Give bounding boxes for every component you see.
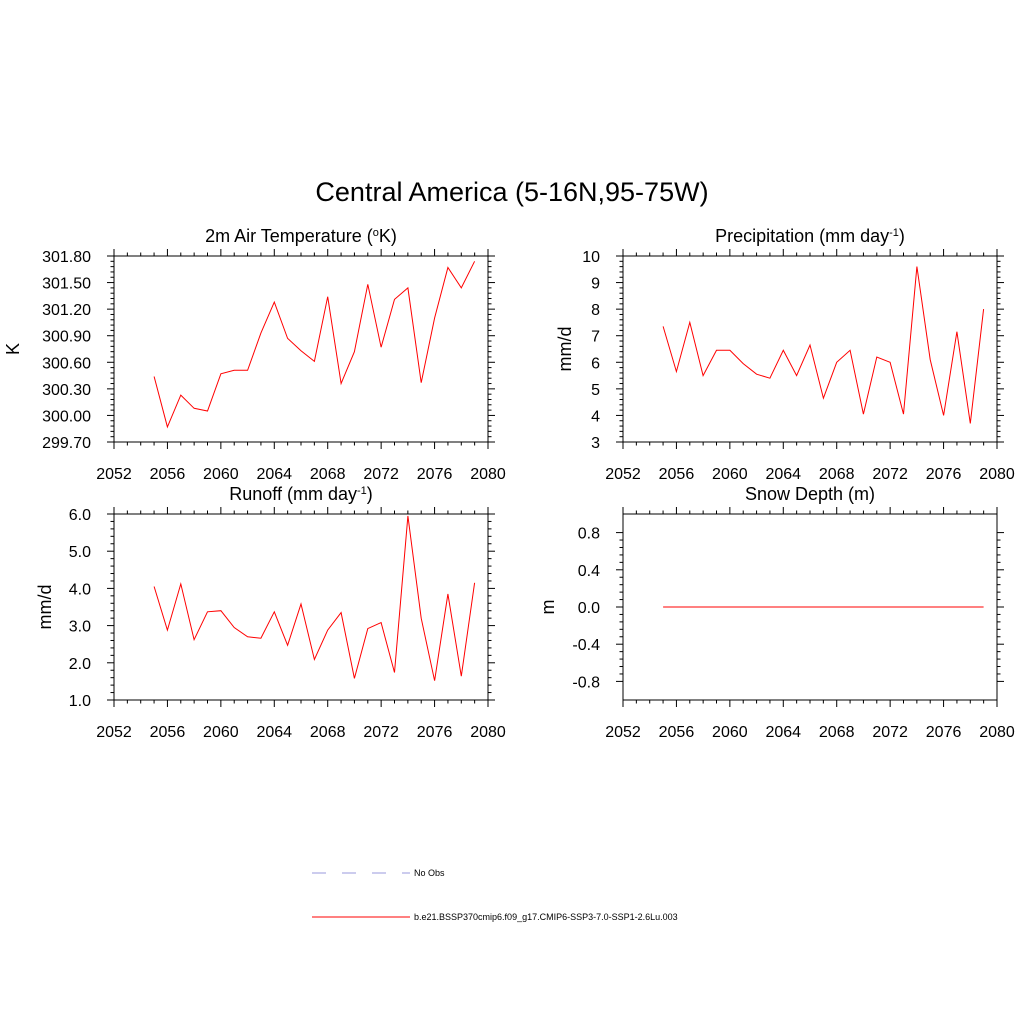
panel-title: 2m Air Temperature (oK) [205,226,397,246]
y-tick-label: 1.0 [69,693,91,710]
x-tick-label: 2056 [659,724,695,741]
legend-label-2: b.e21.BSSP370cmip6.f09_g17.CMIP6-SSP3-7.… [414,912,678,922]
series-line [662,266,985,424]
x-tick-label: 2076 [417,466,453,483]
y-tick-label: 0.4 [578,563,600,580]
x-tick-label: 2060 [712,724,748,741]
x-tick-label: 2076 [417,724,453,741]
x-tick-label: 2072 [872,466,908,483]
y-axis-label: mm/d [35,585,55,630]
x-tick-label: 2068 [819,724,855,741]
panel-title: Runoff (mm day-1) [229,484,373,504]
x-tick-label: 2052 [605,724,641,741]
chart-panel-4: Snow Depth (m) m 2052 2056 2060 2064 2068 2072 2… [538,484,1015,741]
legend-label-1: No Obs [414,868,445,878]
x-tick-label: 2076 [926,466,962,483]
y-axis-label: K [3,343,23,355]
x-tick-label: 2068 [310,724,346,741]
y-tick-label: 299.70 [42,435,91,452]
y-tick-label: 301.50 [42,276,91,293]
x-tick-label: 2052 [605,466,641,483]
legend: No Obs b.e21.BSSP370cmip6.f09_g17.CMIP6-S… [312,868,678,922]
y-axis-label: m [538,600,558,615]
y-tick-label: -0.8 [572,674,600,691]
series-line [153,515,476,681]
y-tick-label: 4 [591,408,600,425]
x-tick-label: 2060 [203,724,239,741]
x-tick-label: 2064 [765,724,801,741]
plot-frame [113,513,489,701]
x-tick-label: 2056 [150,724,186,741]
chart-panel-2: Precipitation (mm day-1) mm/d 2052 2056 2060… [555,226,1015,483]
y-tick-label: 3 [591,435,600,452]
y-tick-label: 7 [591,329,600,346]
y-tick-label: 6 [591,355,600,372]
y-tick-label: 5 [591,382,600,399]
y-tick-label: 301.80 [42,249,91,266]
y-tick-label: 301.20 [42,302,91,319]
y-tick-label: 8 [591,302,600,319]
y-tick-label: 4.0 [69,581,91,598]
chart-panel-1: 2m Air Temperature (oK) K 2052 2056 2060 2064… [3,226,506,483]
panel-title: Snow Depth (m) [745,484,875,504]
y-tick-label: 5.0 [69,544,91,561]
chart-panel-3: Runoff (mm day-1) mm/d 2052 2056 2060 2064 206… [35,484,506,741]
y-tick-label: 300.60 [42,355,91,372]
panel-title: Precipitation (mm day-1) [715,226,905,246]
x-tick-label: 2056 [659,466,695,483]
x-tick-label: 2052 [96,724,132,741]
y-tick-label: 2.0 [69,656,91,673]
x-tick-label: 2068 [310,466,346,483]
figure-title: Central America (5-16N,95-75W) [315,177,708,207]
y-axis-label: mm/d [555,327,575,372]
x-tick-label: 2072 [363,466,399,483]
series-line [153,261,476,429]
panels: 2m Air Temperature (oK) K 2052 2056 2060 2064… [3,226,1015,741]
y-tick-label: 300.90 [42,329,91,346]
x-tick-label: 2060 [203,466,239,483]
y-tick-label: 0.8 [578,526,600,543]
x-tick-label: 2080 [979,724,1015,741]
x-tick-label: 2064 [765,466,801,483]
plot-frame [113,255,489,443]
x-tick-label: 2068 [819,466,855,483]
x-tick-label: 2080 [470,466,506,483]
y-tick-label: 0.0 [578,600,600,617]
y-tick-label: 300.30 [42,382,91,399]
x-tick-label: 2080 [470,724,506,741]
y-tick-label: 10 [582,249,600,266]
x-tick-label: 2060 [712,466,748,483]
y-tick-label: -0.4 [572,637,600,654]
y-tick-label: 6.0 [69,507,91,524]
x-tick-label: 2072 [872,724,908,741]
plot-frame [622,255,998,443]
y-tick-label: 300.00 [42,408,91,425]
x-tick-label: 2080 [979,466,1015,483]
x-tick-label: 2056 [150,466,186,483]
y-tick-label: 9 [591,276,600,293]
x-tick-label: 2064 [256,724,292,741]
x-tick-label: 2052 [96,466,132,483]
x-tick-label: 2072 [363,724,399,741]
x-tick-label: 2076 [926,724,962,741]
y-tick-label: 3.0 [69,619,91,636]
x-tick-label: 2064 [256,466,292,483]
